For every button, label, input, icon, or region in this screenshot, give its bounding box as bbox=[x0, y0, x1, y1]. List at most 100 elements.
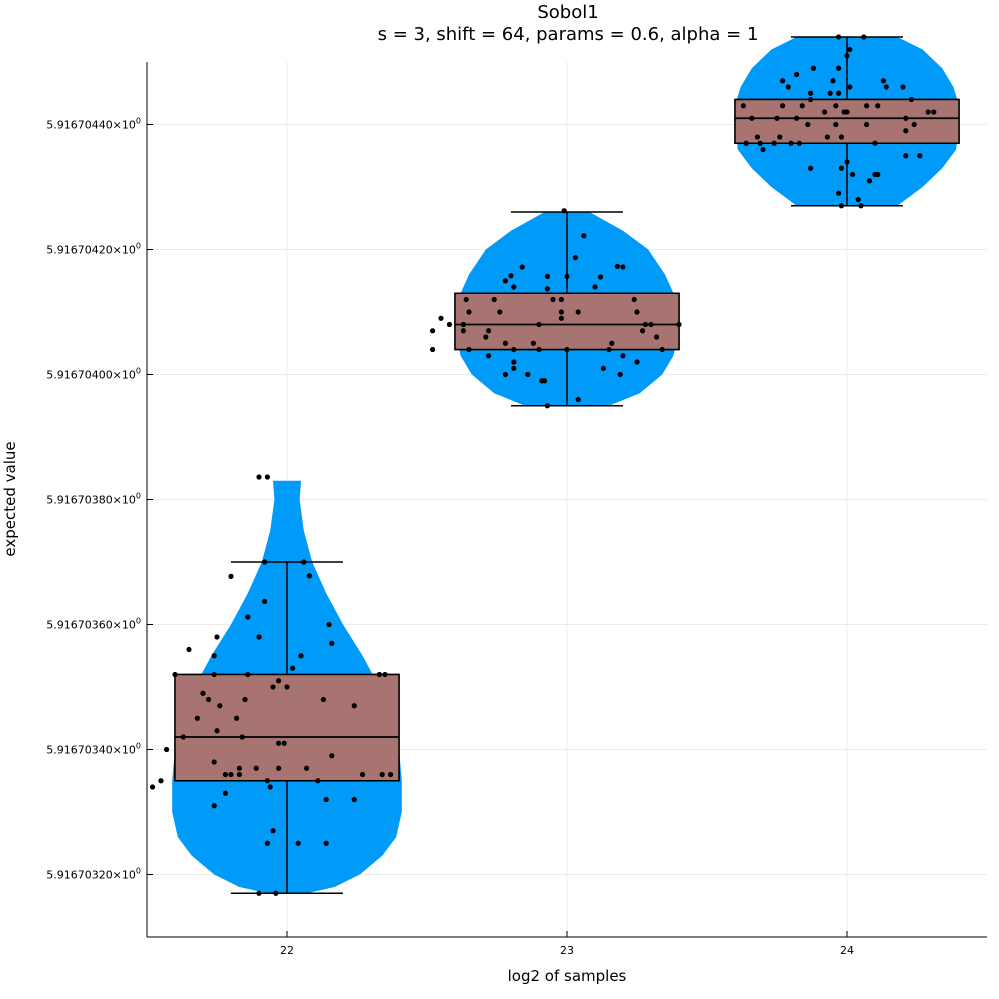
data-point bbox=[438, 315, 444, 321]
data-point bbox=[530, 340, 537, 346]
data-point bbox=[808, 96, 814, 103]
data-point bbox=[634, 309, 640, 315]
data-point bbox=[575, 309, 581, 315]
data-point bbox=[864, 103, 870, 109]
data-point bbox=[276, 678, 282, 684]
data-point bbox=[558, 296, 565, 303]
data-point bbox=[301, 559, 307, 565]
data-point bbox=[640, 328, 646, 334]
data-point bbox=[606, 346, 612, 353]
data-point bbox=[511, 359, 517, 365]
data-point bbox=[180, 734, 186, 740]
data-point bbox=[245, 671, 251, 678]
data-point bbox=[749, 115, 755, 121]
data-point bbox=[351, 796, 357, 803]
data-point bbox=[497, 309, 503, 315]
y-tick-label: 5.91670440×100 bbox=[46, 117, 141, 132]
data-point bbox=[564, 273, 570, 279]
data-point bbox=[743, 140, 749, 146]
data-point bbox=[771, 140, 777, 146]
data-point bbox=[281, 740, 287, 746]
data-point bbox=[880, 78, 887, 84]
data-point bbox=[810, 65, 817, 71]
y-axis-label: expected value bbox=[1, 441, 19, 556]
data-point bbox=[446, 321, 452, 328]
data-point bbox=[360, 771, 366, 778]
data-point bbox=[323, 840, 329, 846]
data-point bbox=[757, 140, 763, 146]
chart-title: Sobol1 bbox=[537, 2, 598, 23]
data-point bbox=[774, 115, 780, 121]
data-point bbox=[824, 134, 831, 140]
data-point bbox=[276, 740, 282, 746]
data-point bbox=[211, 653, 217, 659]
data-point bbox=[491, 296, 497, 303]
data-point bbox=[376, 671, 382, 678]
data-point bbox=[575, 396, 581, 403]
data-point bbox=[508, 273, 514, 279]
data-point bbox=[614, 263, 621, 269]
x-tick-label: 24 bbox=[840, 944, 854, 957]
data-point bbox=[326, 621, 332, 628]
data-point bbox=[620, 353, 626, 359]
data-point bbox=[267, 784, 273, 790]
data-point bbox=[780, 78, 786, 84]
data-point bbox=[222, 790, 228, 796]
data-point bbox=[214, 634, 220, 640]
data-point bbox=[833, 103, 839, 109]
data-point bbox=[466, 346, 472, 353]
data-point bbox=[558, 315, 565, 321]
data-point bbox=[172, 671, 178, 678]
data-point bbox=[808, 90, 814, 96]
data-point bbox=[315, 778, 321, 784]
data-point bbox=[581, 233, 587, 239]
data-point bbox=[642, 321, 649, 328]
data-point bbox=[833, 121, 839, 128]
data-point bbox=[836, 65, 842, 71]
data-point bbox=[306, 573, 312, 579]
data-point bbox=[872, 140, 878, 146]
data-point bbox=[598, 274, 604, 280]
data-point bbox=[502, 340, 508, 346]
data-point bbox=[558, 309, 565, 315]
data-point bbox=[864, 121, 870, 128]
data-point bbox=[186, 646, 192, 653]
data-point bbox=[917, 153, 923, 159]
data-point bbox=[855, 196, 861, 203]
data-point bbox=[298, 653, 304, 659]
data-point bbox=[460, 328, 466, 334]
data-point bbox=[794, 115, 800, 121]
data-point bbox=[511, 346, 517, 353]
data-point bbox=[844, 53, 850, 59]
data-point bbox=[564, 346, 570, 353]
y-tick-label: 5.91670360×100 bbox=[46, 617, 141, 632]
data-point bbox=[609, 340, 615, 346]
data-point bbox=[164, 746, 170, 753]
data-point bbox=[592, 284, 598, 290]
data-point bbox=[794, 71, 800, 78]
data-point bbox=[676, 321, 682, 328]
data-point bbox=[200, 690, 206, 696]
data-point bbox=[631, 296, 637, 303]
data-point bbox=[486, 353, 492, 359]
data-point bbox=[483, 334, 489, 340]
data-point bbox=[841, 109, 847, 115]
y-tick-label: 5.91670340×100 bbox=[46, 742, 141, 757]
x-tick-label: 23 bbox=[560, 944, 574, 957]
data-point bbox=[544, 273, 551, 279]
data-point bbox=[211, 803, 217, 809]
data-point bbox=[234, 715, 240, 721]
data-point bbox=[270, 828, 276, 834]
data-point bbox=[648, 321, 654, 328]
data-point bbox=[760, 146, 766, 153]
data-point bbox=[264, 778, 270, 784]
data-point bbox=[511, 365, 517, 371]
data-point bbox=[796, 140, 803, 146]
y-tick-label: 5.91670380×100 bbox=[46, 492, 141, 507]
data-point bbox=[273, 890, 279, 896]
data-point bbox=[256, 890, 262, 896]
data-point bbox=[900, 84, 906, 90]
data-point bbox=[211, 759, 217, 765]
data-point bbox=[211, 671, 217, 678]
